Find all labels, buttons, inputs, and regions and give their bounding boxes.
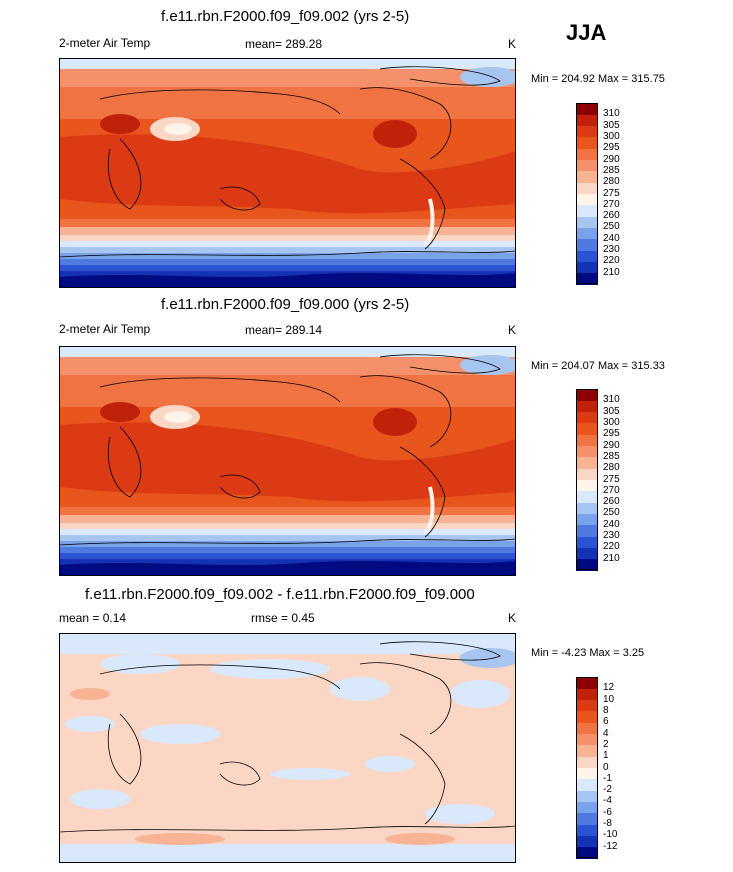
panel-1-unit-label: K [508, 37, 517, 51]
colorbar-tick-label: 310 [603, 394, 620, 406]
colorbar-tick-label: 290 [603, 439, 620, 451]
colorbar-tick-label: 220 [603, 255, 620, 267]
colorbar-tick-label: -1 [603, 772, 612, 784]
colorbar-tick-label: 230 [603, 244, 620, 256]
colorbar-tick-label: 280 [603, 176, 620, 188]
panel-1-colorbar: 310 305 300 295 290 285 280 275 270 260 250 240 230 2… [576, 103, 620, 285]
panel-3-colorbar: 12 10 8 6 4 2 1 0 -1 -2 -4 -6 -8 -10 -12 [576, 677, 617, 859]
panel-1-colorbar-frame [576, 103, 598, 284]
panel-2-unit-label: K [508, 323, 517, 337]
panel-3-map [59, 633, 516, 863]
panel-2-variable-label: 2-meter Air Temp [59, 322, 151, 336]
colorbar-tick-label: -12 [603, 840, 618, 852]
colorbar-tick-label: 1 [603, 750, 609, 762]
colorbar-tick-label: 260 [603, 496, 620, 508]
panel-2-minmax: Min = 204.07 Max = 315.33 [531, 360, 665, 372]
panel-3-unit-label: K [508, 611, 517, 625]
colorbar-tick-label: 290 [603, 153, 620, 165]
colorbar-tick-label: 300 [603, 130, 620, 142]
panel-3-map-svg [60, 634, 515, 862]
colorbar-tick-label: 305 [603, 405, 620, 417]
panel-2-title: f.e11.rbn.F2000.f09_f09.000 (yrs 2-5) [161, 296, 410, 313]
colorbar-tick-label: 310 [603, 108, 620, 120]
colorbar-tick-label: 0 [603, 761, 609, 773]
panel-3-rmse-label: rmse = 0.45 [251, 611, 315, 625]
colorbar-tick-label: 240 [603, 232, 620, 244]
panel-3-colorbar-frame [576, 677, 598, 858]
colorbar-tick-label: 220 [603, 541, 620, 553]
panel-2-colorbar: 310 305 300 295 290 285 280 275 270 260 250 240 230 2… [576, 389, 620, 571]
colorbar-tick-label: -10 [603, 829, 618, 841]
panel-1-title: f.e11.rbn.F2000.f09_f09.002 (yrs 2-5) [161, 8, 410, 25]
panel-2-colorbar-frame [576, 389, 598, 570]
colorbar-tick-label: 275 [603, 187, 620, 199]
colorbar-tick-label: 6 [603, 716, 609, 728]
colorbar-tick-label: 210 [603, 266, 620, 278]
colorbar-tick-label: 10 [603, 693, 615, 705]
colorbar-tick-label: 12 [603, 682, 615, 694]
colorbar-tick-label: -4 [603, 795, 612, 807]
panel-1-variable-label: 2-meter Air Temp [59, 36, 151, 50]
colorbar-tick-label: 285 [603, 164, 620, 176]
colorbar-tick-label: 300 [603, 416, 620, 428]
panel-3-title: f.e11.rbn.F2000.f09_f09.002 - f.e11.rbn.… [85, 586, 475, 603]
colorbar-tick-label: 275 [603, 473, 620, 485]
panel-2-mean-label: mean= 289.14 [245, 323, 323, 337]
season-label: JJA [566, 20, 607, 45]
colorbar-tick-label: 295 [603, 428, 620, 440]
panel-1-minmax: Min = 204.92 Max = 315.75 [531, 73, 665, 85]
colorbar-tick-label: 240 [603, 518, 620, 530]
colorbar-tick-label: 250 [603, 507, 620, 519]
colorbar-tick-label: 210 [603, 552, 620, 564]
colorbar-tick-label: 270 [603, 198, 620, 210]
panel-1-map [59, 58, 516, 288]
colorbar-tick-label: 295 [603, 142, 620, 154]
colorbar-tick-label: -2 [603, 784, 612, 796]
colorbar-tick-label: 2 [603, 738, 609, 750]
colorbar-tick-label: -6 [603, 806, 612, 818]
colorbar-tick-label: 285 [603, 450, 620, 462]
colorbar-tick-label: 260 [603, 210, 620, 222]
panel-3-mean-label: mean = 0.14 [59, 611, 127, 625]
colorbar-tick-label: 305 [603, 119, 620, 131]
colorbar-tick-label: 8 [603, 704, 609, 716]
colorbar-tick-label: 250 [603, 221, 620, 233]
colorbar-tick-label: 4 [603, 727, 609, 739]
colorbar-tick-label: 270 [603, 484, 620, 496]
panel-1-map-svg [60, 59, 515, 287]
panel-2-map [59, 346, 516, 576]
panel-2-map-svg [60, 347, 515, 575]
colorbar-tick-label: 230 [603, 530, 620, 542]
colorbar-tick-label: -8 [603, 818, 612, 830]
panel-1-mean-label: mean= 289.28 [245, 37, 323, 51]
panel-3-minmax: Min = -4.23 Max = 3.25 [531, 647, 645, 659]
colorbar-tick-label: 280 [603, 462, 620, 474]
